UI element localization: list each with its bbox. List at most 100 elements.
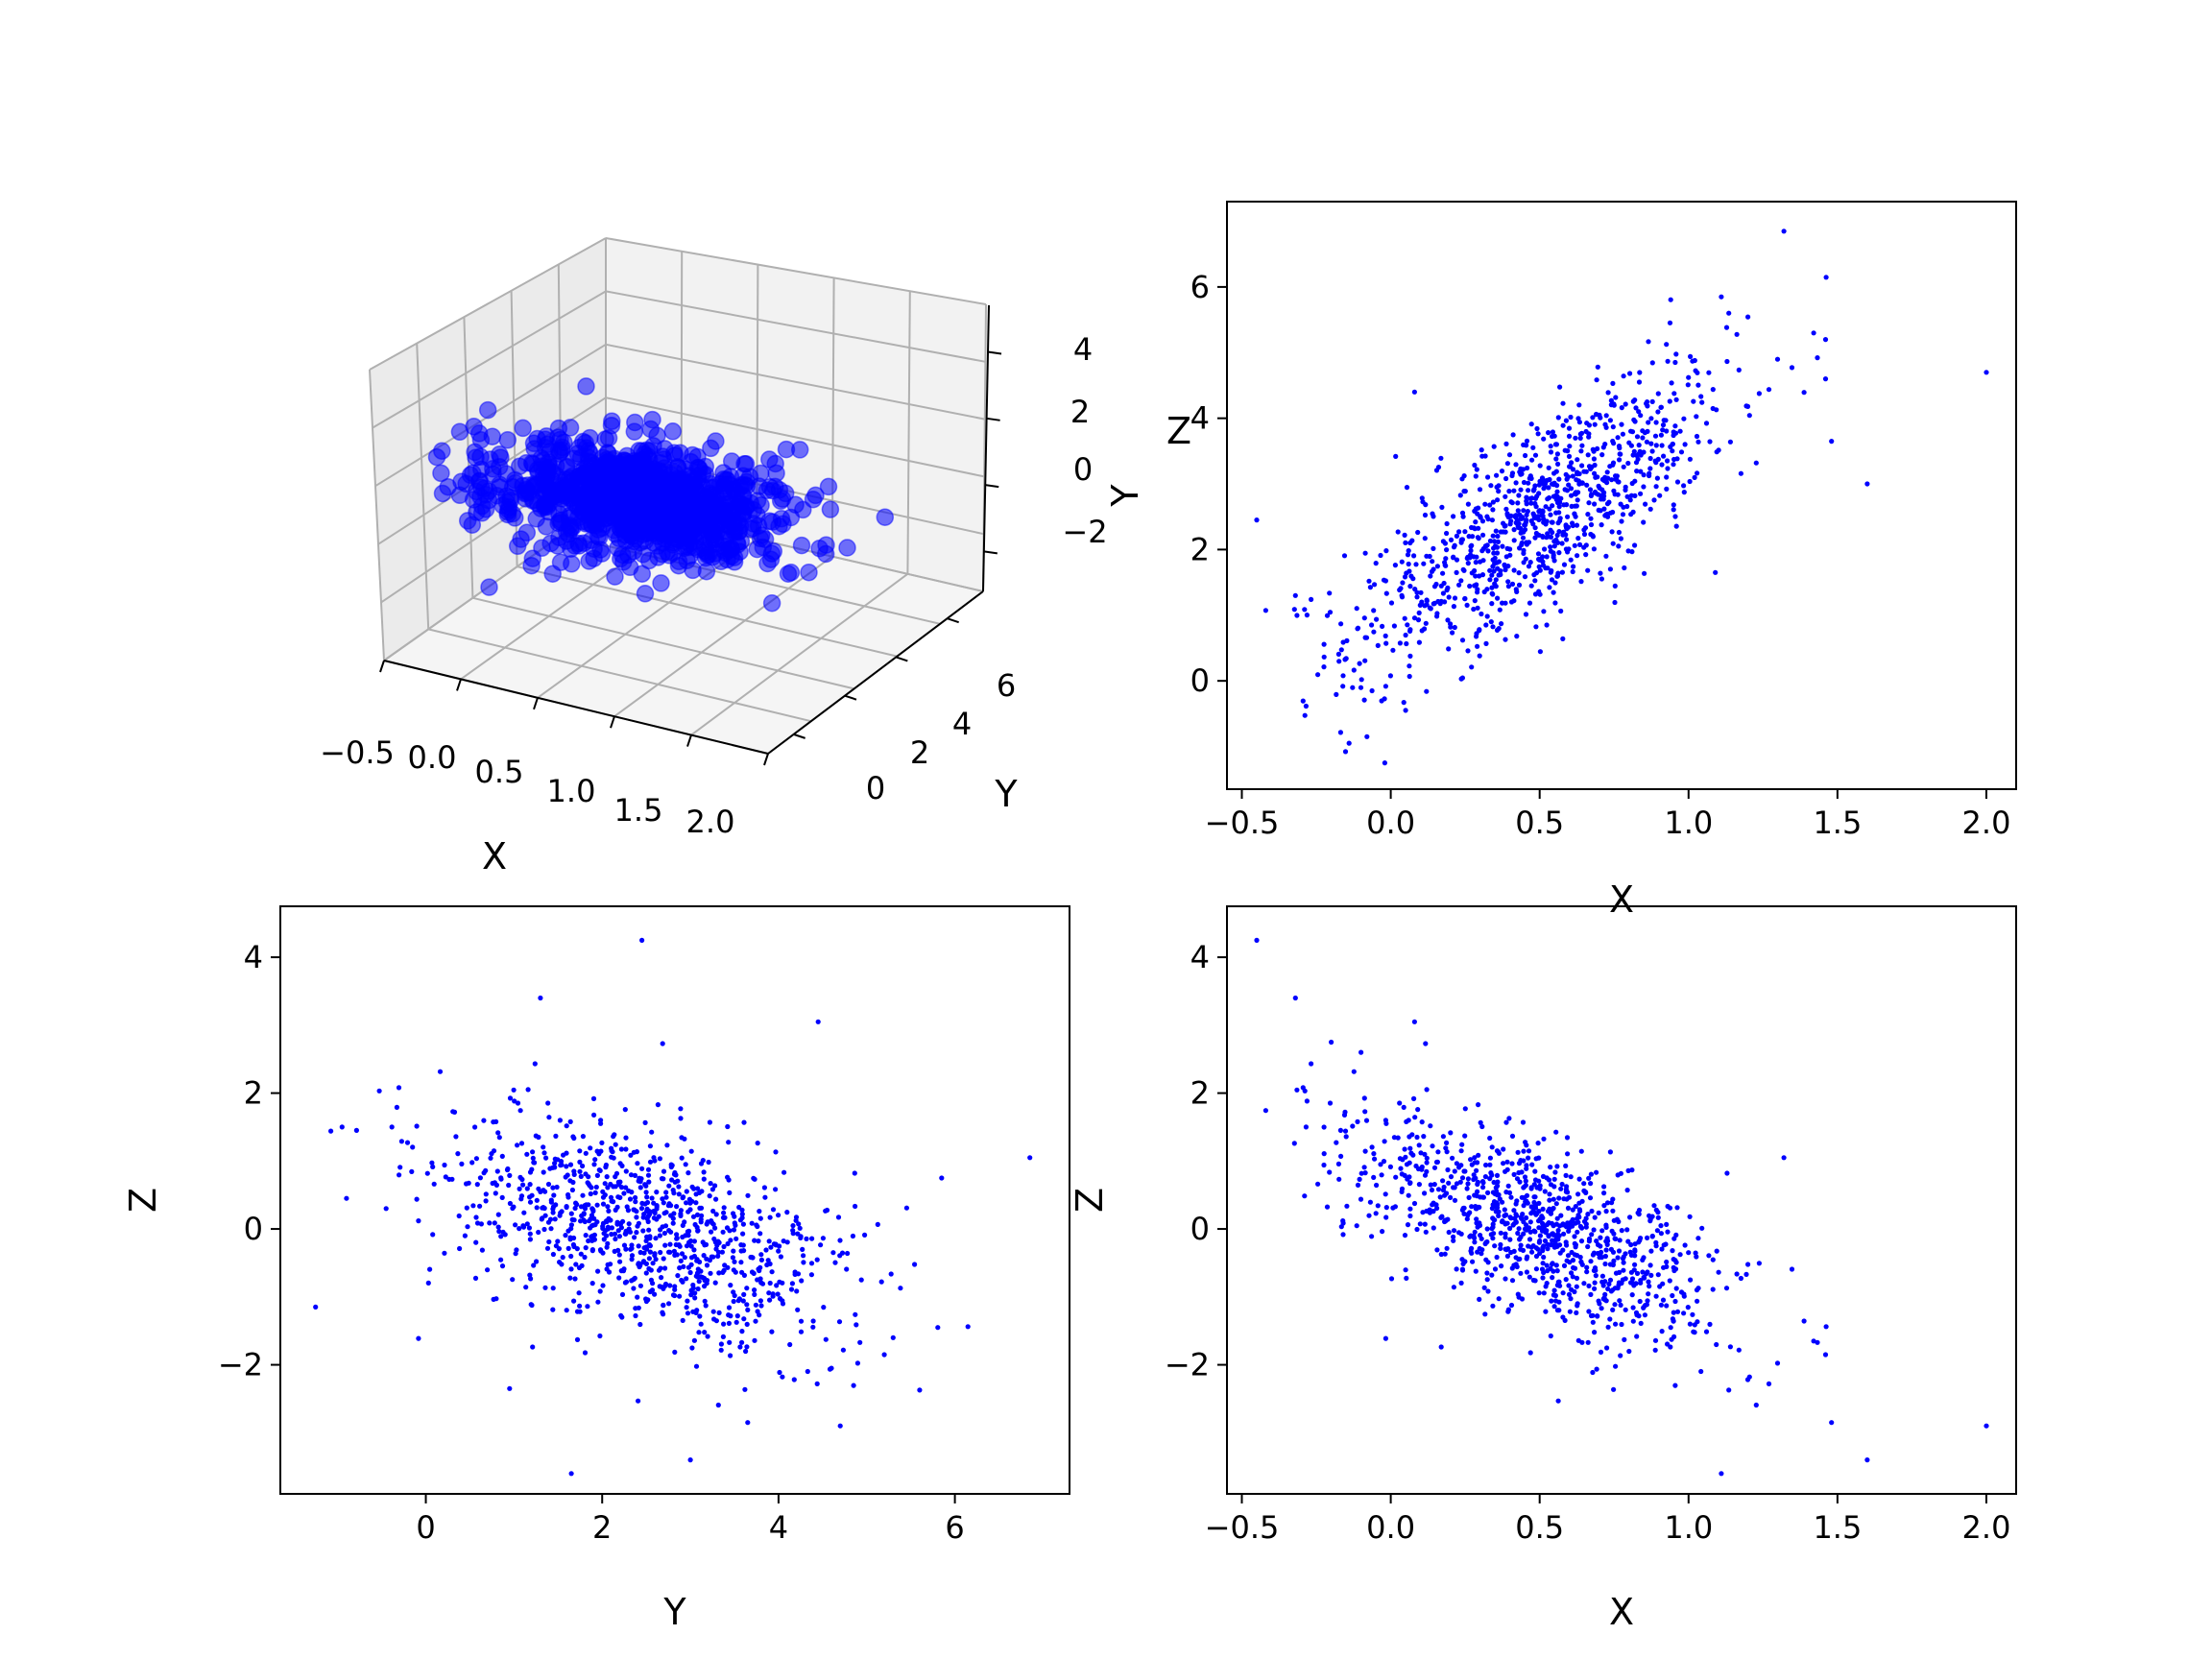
data-point <box>1572 1240 1577 1246</box>
data-point <box>1433 1159 1440 1166</box>
data-point <box>642 1119 648 1125</box>
data-point <box>450 1109 456 1115</box>
data-point <box>1491 444 1497 449</box>
data-point <box>1407 1134 1412 1140</box>
data-point <box>1465 1181 1471 1187</box>
data-point <box>845 1250 851 1257</box>
data-point <box>1509 1133 1516 1139</box>
data-point <box>1699 399 1705 405</box>
data-point <box>751 1175 757 1181</box>
data-point <box>1632 1241 1638 1247</box>
data-point <box>1444 1190 1450 1196</box>
data-point <box>1586 422 1592 428</box>
data-point <box>1452 624 1457 631</box>
data-point <box>472 1124 478 1130</box>
data-point <box>1492 1243 1498 1249</box>
data-point <box>646 1227 652 1233</box>
tick-mark-3d <box>379 660 385 673</box>
data-point <box>1480 558 1486 564</box>
data-point <box>1651 1203 1657 1209</box>
data-point <box>1472 508 1478 515</box>
data-point <box>661 1311 666 1317</box>
data-point <box>1581 531 1588 538</box>
data-point <box>473 1156 479 1162</box>
data-point <box>1485 1288 1491 1294</box>
data-point <box>1637 370 1643 375</box>
data-point <box>1550 503 1555 509</box>
data-point <box>430 1232 436 1238</box>
data-point <box>1621 464 1626 469</box>
data-point <box>1583 552 1589 558</box>
data-point <box>1653 460 1659 466</box>
data-point <box>1618 1302 1623 1308</box>
data-point <box>1617 1269 1623 1275</box>
data-point <box>507 1095 514 1101</box>
data-point <box>1503 637 1508 642</box>
data-point <box>1524 501 1529 507</box>
data-point <box>1646 420 1651 425</box>
data-point <box>1414 1134 1420 1141</box>
data-point <box>1601 1295 1607 1301</box>
data-point <box>604 1233 610 1238</box>
data-point <box>619 1291 626 1297</box>
data-point <box>1338 647 1344 653</box>
data-point <box>588 1190 593 1197</box>
data-point <box>1429 1187 1435 1193</box>
data-point <box>1630 1281 1636 1286</box>
data-point <box>1577 1208 1583 1214</box>
data-point <box>1636 443 1642 448</box>
data-point <box>577 1303 583 1309</box>
data-point <box>1615 1255 1621 1261</box>
data-point <box>507 1385 513 1391</box>
data-point <box>519 1176 525 1183</box>
tick-label-3d: 2 <box>910 734 929 771</box>
data-point <box>1341 1112 1348 1118</box>
data-point <box>453 1134 459 1140</box>
data-point <box>1599 576 1604 582</box>
data-point <box>1746 413 1752 419</box>
data-point <box>1477 1296 1482 1302</box>
data-point <box>1603 553 1609 559</box>
data-point <box>736 1296 743 1302</box>
data-point <box>1262 1108 1268 1114</box>
data-point <box>1294 613 1300 618</box>
data-point <box>1402 532 1407 539</box>
data-point <box>1533 530 1539 537</box>
data-point <box>1691 398 1696 404</box>
data-point <box>1714 1248 1719 1254</box>
data-point <box>651 1200 657 1206</box>
data-point <box>744 1302 750 1308</box>
data-point <box>1574 1284 1579 1289</box>
data-point-3d <box>800 563 818 582</box>
data-point <box>1524 1166 1529 1171</box>
data-point <box>1509 1278 1516 1284</box>
tick-mark-3d <box>610 715 615 729</box>
data-point <box>551 1192 557 1198</box>
data-point-3d <box>498 431 517 449</box>
data-point <box>464 1205 469 1211</box>
data-point <box>1532 452 1539 458</box>
data-point <box>731 1267 736 1273</box>
data-point <box>456 1213 462 1219</box>
data-point <box>1574 503 1579 509</box>
data-point <box>1526 1243 1531 1249</box>
data-point <box>1479 1194 1486 1200</box>
data-point <box>1575 536 1581 541</box>
data-point <box>548 1199 555 1205</box>
data-point <box>1632 397 1638 403</box>
data-point <box>1575 1253 1580 1259</box>
data-point <box>1446 1229 1452 1236</box>
data-point <box>725 1123 731 1130</box>
data-point <box>1513 1201 1519 1207</box>
data-point <box>1400 1157 1406 1163</box>
data-point-3d <box>551 430 569 449</box>
data-point <box>1659 1329 1665 1334</box>
data-point-3d <box>543 565 562 583</box>
data-point <box>600 1250 606 1256</box>
data-point <box>1511 1248 1517 1254</box>
data-point <box>1291 1141 1297 1146</box>
data-point <box>726 1305 733 1310</box>
data-point <box>577 1148 583 1154</box>
data-point <box>1416 1142 1422 1148</box>
